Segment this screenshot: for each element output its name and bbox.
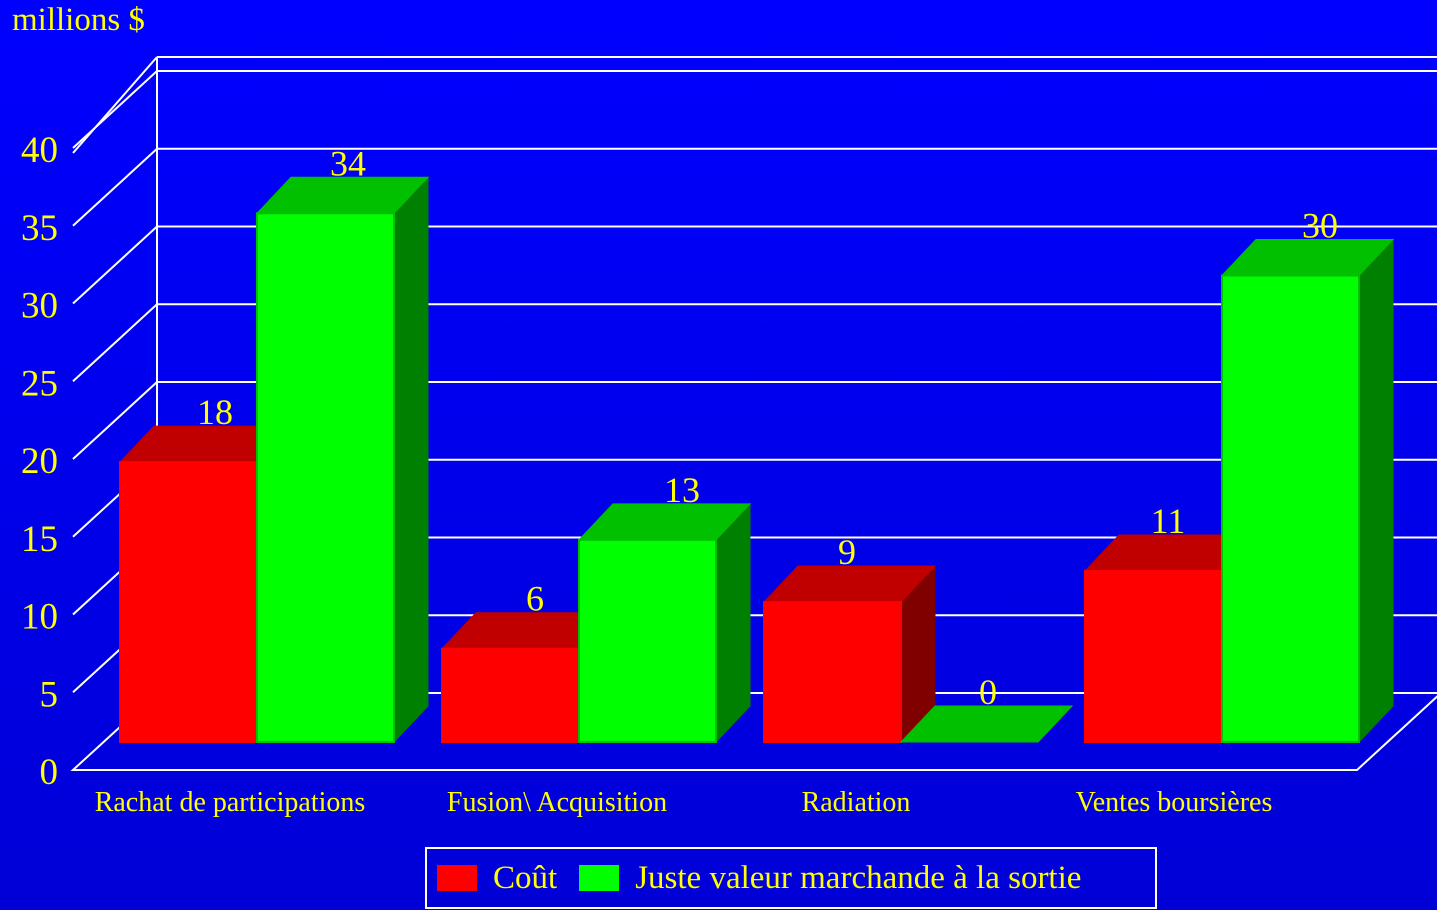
value-label-1-3: 30 (1302, 206, 1338, 246)
bar-front-0-1 (441, 647, 580, 744)
value-labels: 18 34 6 13 9 0 11 30 (197, 143, 1338, 712)
y-tick-label: 30 (21, 286, 58, 327)
bar-front-1-0 (256, 212, 395, 744)
bar-front-0-0 (119, 461, 258, 743)
bar-top-1-2 (899, 705, 1074, 743)
y-tick-label: 40 (21, 130, 58, 171)
x-tick-label-2: Radiation (802, 787, 911, 818)
x-tick-label-3: Ventes boursières (1076, 787, 1273, 818)
bar-front-1-1 (578, 538, 717, 743)
value-label-0-0: 18 (197, 392, 233, 432)
value-label-0-3: 11 (1151, 501, 1186, 541)
legend-swatch-cout (437, 865, 477, 891)
value-label-0-1: 6 (526, 579, 544, 619)
legend-item-cout: Coût (437, 860, 557, 897)
y-tick-label: 20 (21, 441, 58, 482)
legend-label-juste-valeur: Juste valeur marchande à la sortie (635, 859, 1082, 896)
legend-item-juste-valeur: Juste valeur marchande à la sortie (579, 860, 1081, 897)
bar-side-1-1 (715, 502, 751, 744)
value-label-1-1: 13 (664, 470, 700, 510)
gridline-diagonal (72, 381, 158, 460)
y-tick-label: 25 (21, 363, 58, 404)
bars-layer (118, 176, 1395, 744)
y-tick-label: 10 (21, 597, 58, 638)
gridline-diagonal (72, 303, 158, 382)
x-tick-labels: Rachat de participations Fusion\ Acquisit… (95, 787, 1273, 818)
value-label-1-2: 0 (979, 672, 997, 712)
x-tick-label-0: Rachat de participations (95, 787, 366, 818)
legend-swatch-juste-valeur (579, 865, 620, 891)
bar-side-1-3 (1358, 238, 1394, 744)
bar-front-0-2 (763, 601, 902, 743)
gridline-diagonal (72, 225, 158, 305)
y-tick-label: 35 (21, 208, 58, 249)
value-label-0-2: 9 (838, 532, 856, 572)
gridline-diagonal (72, 148, 158, 227)
bar-side-1-0 (393, 176, 429, 744)
x-tick-label-1: Fusion\ Acquisition (447, 787, 667, 818)
y-tick-labels: 0 5 10 15 20 25 30 35 40 (21, 130, 58, 793)
y-tick-label: 15 (21, 519, 58, 560)
side-wall-top-diagonal (72, 56, 158, 154)
y-tick-label: 5 (40, 674, 59, 715)
bar-front-0-3 (1084, 569, 1223, 744)
value-label-1-0: 34 (330, 143, 366, 183)
bar-front-1-3 (1221, 274, 1360, 743)
bar-chart: 0 5 10 15 20 25 30 35 40 18 34 6 13 9 0 11 30 Rachat de… (21, 56, 1395, 818)
gridline-diagonal (72, 70, 158, 149)
y-tick-label: 0 (40, 752, 59, 793)
legend: Coût Juste valeur marchande à la sortie (425, 847, 1157, 909)
y-axis-unit-label: millions $ (12, 2, 145, 38)
legend-label-cout: Coût (493, 859, 558, 896)
